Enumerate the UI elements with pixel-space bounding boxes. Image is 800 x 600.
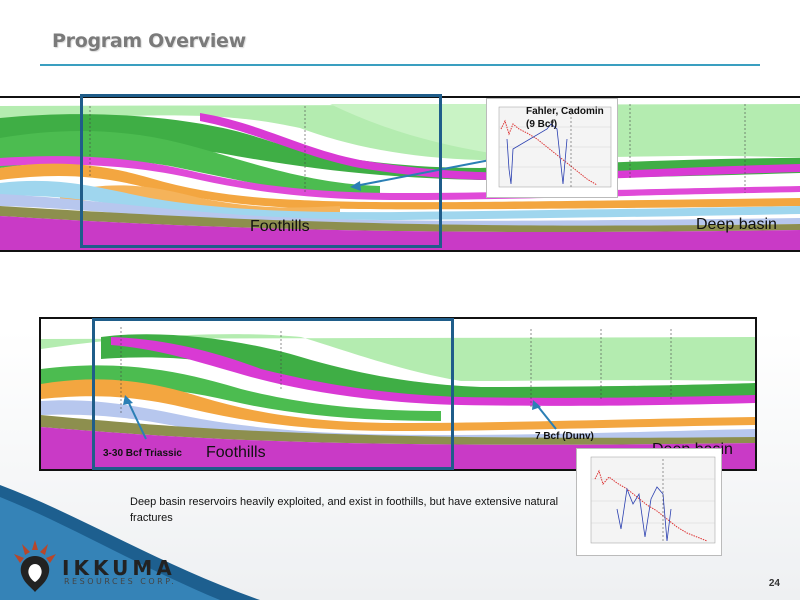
callout-fahler-cadomin: Fahler, Cadomin (9 Bcf) xyxy=(526,106,604,130)
cross-section-bottom-graphic xyxy=(41,319,755,469)
deep-basin-label-top: Deep basin xyxy=(696,216,777,233)
slide-caption: Deep basin reservoirs heavily exploited,… xyxy=(130,496,559,524)
decorative-swoosh xyxy=(0,485,260,600)
production-chart-top xyxy=(486,98,618,198)
production-chart-top-graphic xyxy=(498,106,612,188)
foothills-label-bottom: Foothills xyxy=(206,444,266,461)
callout-dunvegan: 7 Bcf (Dunv) xyxy=(535,431,594,442)
page-number: 24 xyxy=(768,578,780,589)
foothills-label-top: Foothills xyxy=(250,218,310,235)
title-divider xyxy=(40,64,760,66)
logo-subtitle: RESOURCES CORP. xyxy=(64,577,177,586)
production-chart-bottom-graphic xyxy=(590,456,716,544)
callout-triassic: 3-30 Bcf Triassic xyxy=(103,448,182,459)
cross-section-bottom xyxy=(39,317,757,471)
ikkuma-logo-icon xyxy=(14,540,56,592)
page-title: Program Overview xyxy=(52,30,246,52)
logo-wordmark: IKKUMA xyxy=(62,556,176,580)
foothills-selection-box-top xyxy=(80,94,442,248)
foothills-selection-box-bottom xyxy=(92,318,454,470)
production-chart-bottom xyxy=(576,448,722,556)
